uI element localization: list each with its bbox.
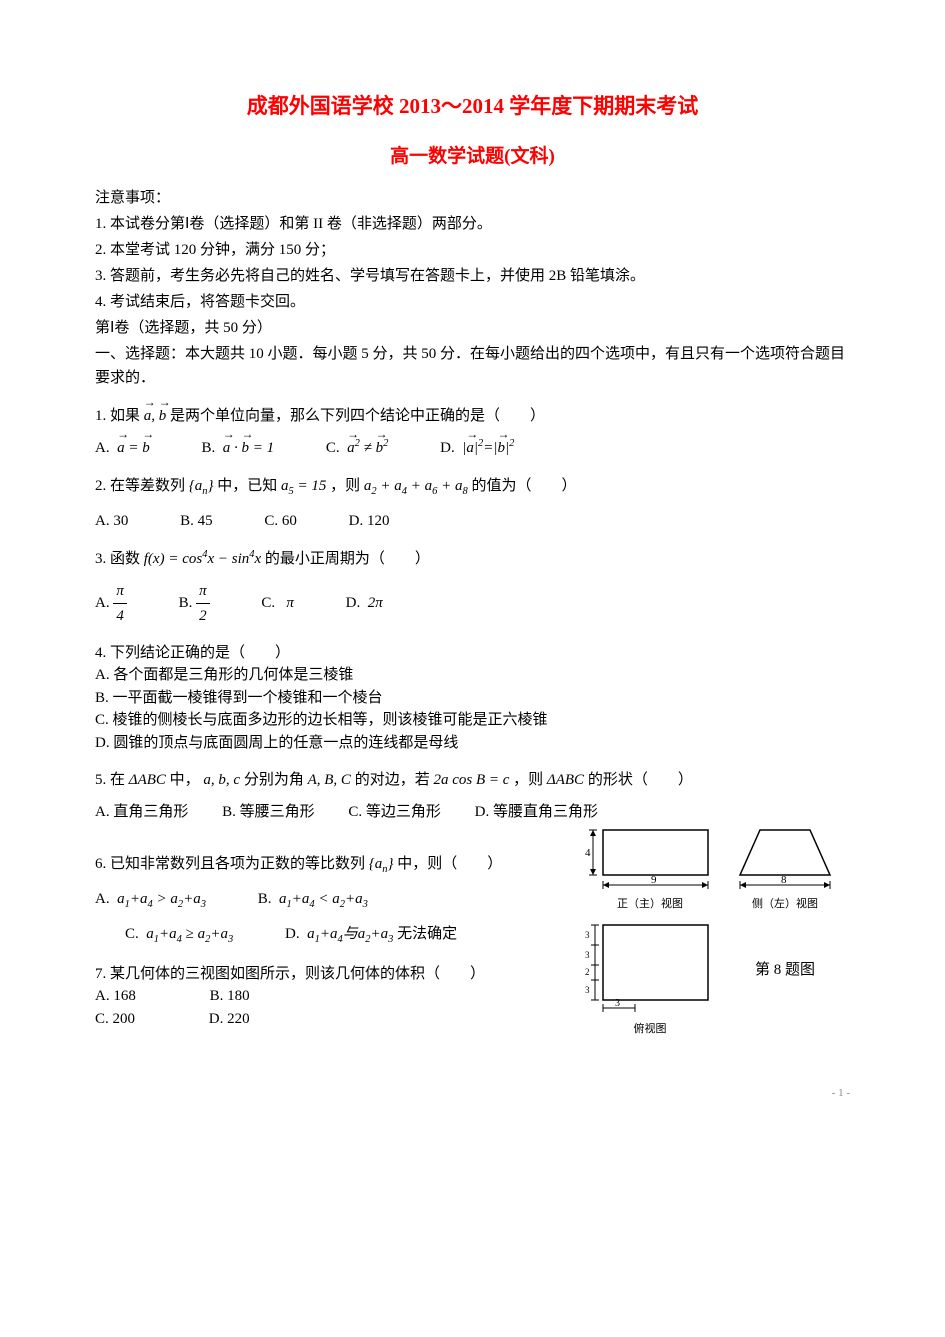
question-5: 5. 在 ΔABC 中， a, b, c 分别为角 A, B, C 的对边，若 … (95, 768, 850, 792)
q6-optC-label: C. (125, 926, 139, 942)
q1-optB-label: B. (201, 440, 215, 456)
q6-optB-label: B. (258, 891, 272, 907)
q4-optA: A. 各个面都是三角形的几何体是三棱锥 (95, 664, 850, 687)
q5-stem-d: 的对边，若 (355, 772, 430, 788)
question-3: 3. 函数 f(x) = cos4x − sin4x 的最小正周期为（ ） (95, 547, 850, 571)
q5-optC: C. 等边三角形 (348, 800, 441, 824)
q4-stem: 4. 下列结论正确的是（ ） (95, 642, 850, 665)
q3-stem-b: 的最小正周期为（ ） (265, 551, 430, 567)
q3-options: A. π4 B. π2 C. π D. 2π (95, 579, 850, 628)
svg-text:3: 3 (585, 985, 590, 995)
q7-optC: C. 200 (95, 1008, 135, 1031)
exam-title-main: 成都外国语学校 2013～2014 学年度下期期末考试 (95, 90, 850, 124)
q6-stem-b: 中，则（ ） (397, 856, 502, 872)
q2-stem-d: 的值为（ ） (472, 478, 577, 494)
q2-optA: A. 30 (95, 509, 128, 533)
front-view-label: 正（主）视图 (585, 896, 715, 914)
q2-stem-c: ，则 (330, 478, 360, 494)
side-view-label: 侧（左）视图 (735, 896, 835, 914)
q3-optC-label: C. (261, 595, 275, 611)
q5-optB: B. 等腰三角形 (222, 800, 315, 824)
q2-optC: C. 60 (264, 509, 297, 533)
svg-text:2: 2 (585, 967, 590, 977)
exam-title-sub: 高一数学试题(文科) (95, 142, 850, 172)
q4-optB: B. 一平面截一棱锥得到一个棱锥和一个棱台 (95, 687, 850, 710)
page-number: - 1 - (95, 1085, 850, 1103)
q1-stem-b: 是两个单位向量，那么下列四个结论中正确的是（ ） (170, 408, 545, 424)
q3-optD-label: D. (346, 595, 361, 611)
q2-optD: D. 120 (349, 509, 390, 533)
q3-stem-a: 3. 函数 (95, 551, 140, 567)
q5-stem-b: 中， (170, 772, 200, 788)
notice-2: 2. 本堂考试 120 分钟，满分 150 分； (95, 238, 850, 262)
question-2: 2. 在等差数列 {an} 中，已知 a5 = 15 ，则 a2 + a4 + … (95, 474, 850, 501)
q2-optB: B. 45 (180, 509, 213, 533)
q1-options: A. a = b B. a · b = 1 C. a2 ≠ b2 D. |a|2… (95, 436, 850, 460)
svg-text:3: 3 (585, 950, 590, 960)
front-view-svg: 4 9 (585, 820, 715, 890)
q3-optA-label: A. (95, 595, 110, 611)
q2-stem-b: 中，已知 (217, 478, 277, 494)
q4-optD: D. 圆锥的顶点与底面圆周上的任意一点的连线都是母线 (95, 732, 850, 755)
q1-stem-a: 1. 如果 (95, 408, 140, 424)
q7-optA: A. 168 (95, 985, 136, 1008)
dim-9: 9 (651, 874, 657, 886)
q2-options: A. 30 B. 45 C. 60 D. 120 (95, 509, 850, 533)
q3-optB-label: B. (179, 595, 193, 611)
three-view-figure: 4 9 正（主）视图 8 侧（左）视图 (585, 820, 850, 1045)
notice-3: 3. 答题前，考生务必先将自己的姓名、学号填写在答题卡上，并使用 2B 铅笔填涂… (95, 264, 850, 288)
question-4: 4. 下列结论正确的是（ ） A. 各个面都是三角形的几何体是三棱锥 B. 一平… (95, 642, 850, 755)
q5-stem-a: 5. 在 (95, 772, 125, 788)
q5-stem-f: 的形状（ ） (588, 772, 693, 788)
q5-stem-c: 分别为角 (244, 772, 304, 788)
q6-optD-label: D. (285, 926, 300, 942)
dim-4: 4 (585, 847, 591, 859)
part1-header: 第Ⅰ卷（选择题，共 50 分） (95, 316, 850, 340)
q1-optC-label: C. (326, 440, 340, 456)
q7-optD: D. 220 (209, 1008, 250, 1031)
notice-1: 1. 本试卷分第Ⅰ卷（选择题）和第 II 卷（非选择题）两部分。 (95, 212, 850, 236)
section1-header: 一、选择题：本大题共 10 小题．每小题 5 分，共 50 分．在每小题给出的四… (95, 342, 850, 390)
q1-optD-label: D. (440, 440, 455, 456)
q2-stem-a: 2. 在等差数列 (95, 478, 185, 494)
dim-3: 3 (615, 998, 620, 1009)
q8-figure-label: 第 8 题图 (735, 958, 835, 982)
top-view-label: 俯视图 (585, 1021, 715, 1039)
notice-4: 4. 考试结束后，将答题卡交回。 (95, 290, 850, 314)
q5-stem-e: ，则 (513, 772, 543, 788)
q6-stem-a: 6. 已知非常数列且各项为正数的等比数列 (95, 856, 365, 872)
q6-optA-label: A. (95, 891, 110, 907)
side-view-svg: 8 (735, 820, 835, 890)
notice-header: 注意事项： (95, 186, 850, 210)
q5-optA: A. 直角三角形 (95, 800, 188, 824)
svg-text:3: 3 (585, 930, 590, 940)
dim-8: 8 (781, 874, 787, 886)
top-view-svg: 3 3 2 3 3 (585, 920, 720, 1015)
q7-optB: B. 180 (210, 985, 250, 1008)
q1-optA-label: A. (95, 440, 110, 456)
q5-optD: D. 等腰直角三角形 (475, 800, 598, 824)
q4-optC: C. 棱锥的侧棱长与底面多边形的边长相等，则该棱锥可能是正六棱锥 (95, 709, 850, 732)
q6-optD-tail: 无法确定 (397, 926, 457, 942)
